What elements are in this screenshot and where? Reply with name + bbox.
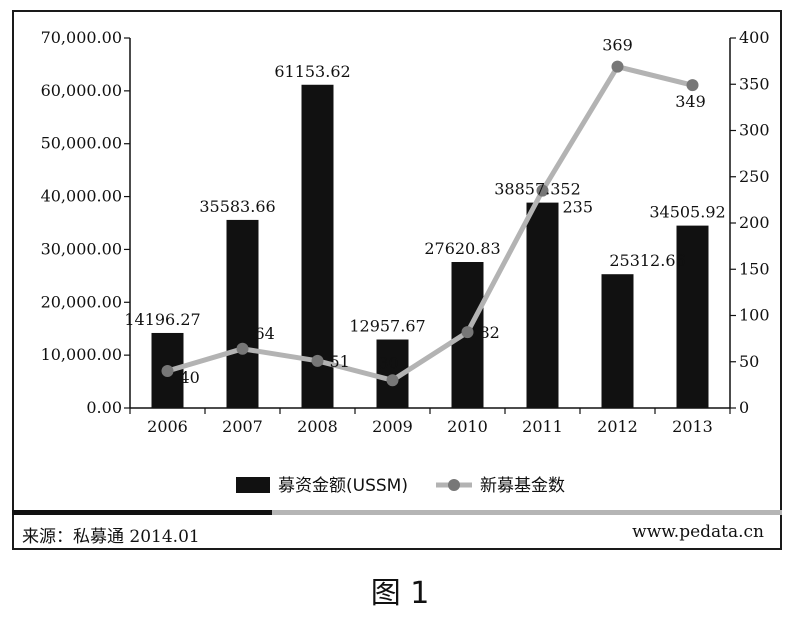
right-axis-tick-label: 250	[739, 167, 770, 186]
line-data-label: 82	[480, 323, 500, 342]
line-data-label: 369	[602, 36, 633, 55]
x-axis-tick-label: 2012	[597, 417, 638, 436]
line-point	[686, 79, 699, 92]
bar	[601, 274, 634, 408]
bar-data-label: 35583.66	[199, 197, 275, 216]
x-axis-tick-label: 2006	[147, 417, 188, 436]
line-series	[166, 64, 694, 383]
bar-data-label: 61153.62	[274, 62, 350, 81]
bar-data-label: 27620.83	[424, 239, 500, 258]
line-point	[311, 354, 324, 367]
line-data-label: 64	[255, 324, 275, 343]
line-data-label: 349	[675, 92, 706, 111]
left-axis-tick-label: 20,000.00	[41, 292, 122, 311]
x-axis-tick-label: 2011	[522, 417, 563, 436]
bar-data-label: 12957.67	[349, 317, 425, 336]
bar-data-label: 25312.66	[609, 251, 685, 270]
line-point	[536, 184, 549, 197]
bar-data-label: 38857.352	[494, 180, 581, 199]
legend-bar-label: 募资金额(USSM)	[278, 476, 408, 496]
left-axis-tick-label: 50,000.00	[41, 134, 122, 153]
right-axis-tick-label: 200	[739, 213, 770, 232]
line-data-label: 40	[180, 368, 200, 387]
bar	[226, 219, 259, 408]
bar	[301, 84, 334, 409]
left-axis-tick-label: 10,000.00	[41, 345, 122, 364]
x-axis-tick-label: 2013	[672, 417, 713, 436]
right-axis-tick-label: 50	[739, 352, 759, 371]
x-axis-tick-label: 2007	[222, 417, 263, 436]
source-divider-light	[272, 510, 782, 515]
line-data-label: 51	[330, 352, 350, 371]
line-point	[236, 342, 249, 355]
line-data-label: 235	[563, 198, 594, 217]
right-axis-tick-label: 350	[739, 74, 770, 93]
right-axis-tick-label: 150	[739, 259, 770, 278]
source-url: www.pedata.cn	[632, 522, 764, 542]
line-point	[386, 374, 399, 387]
left-axis-tick-label: 30,000.00	[41, 239, 122, 258]
line-point	[461, 326, 474, 339]
left-axis-tick-label: 0.00	[86, 398, 122, 417]
left-axis-tick-label: 60,000.00	[41, 81, 122, 100]
bar-data-label: 14196.27	[124, 310, 200, 329]
right-axis-tick-label: 400	[739, 28, 770, 47]
legend-line-marker	[448, 479, 460, 491]
figure-caption: 图 1	[370, 576, 430, 611]
source-divider-dark	[12, 510, 272, 515]
x-axis-tick-label: 2009	[372, 417, 413, 436]
x-axis-tick-label: 2008	[297, 417, 338, 436]
line-data-label: 30	[378, 353, 398, 372]
line-point	[611, 60, 624, 73]
source-divider	[12, 510, 782, 515]
right-axis-tick-label: 0	[739, 398, 749, 417]
bar	[526, 202, 559, 408]
bar-data-label: 34505.92	[649, 203, 725, 222]
bar	[676, 225, 709, 408]
right-axis-tick-label: 100	[739, 306, 770, 325]
legend-line-label: 新募基金数	[480, 476, 565, 496]
left-axis-tick-label: 70,000.00	[41, 28, 122, 47]
figure-frame	[12, 10, 782, 550]
source-text: 来源：私募通 2014.01	[22, 527, 200, 547]
line-point	[161, 365, 174, 377]
right-axis-tick-label: 300	[739, 121, 770, 140]
legend-bar-swatch	[236, 477, 270, 493]
x-axis-tick-label: 2010	[447, 417, 488, 436]
left-axis-tick-label: 40,000.00	[41, 187, 122, 206]
